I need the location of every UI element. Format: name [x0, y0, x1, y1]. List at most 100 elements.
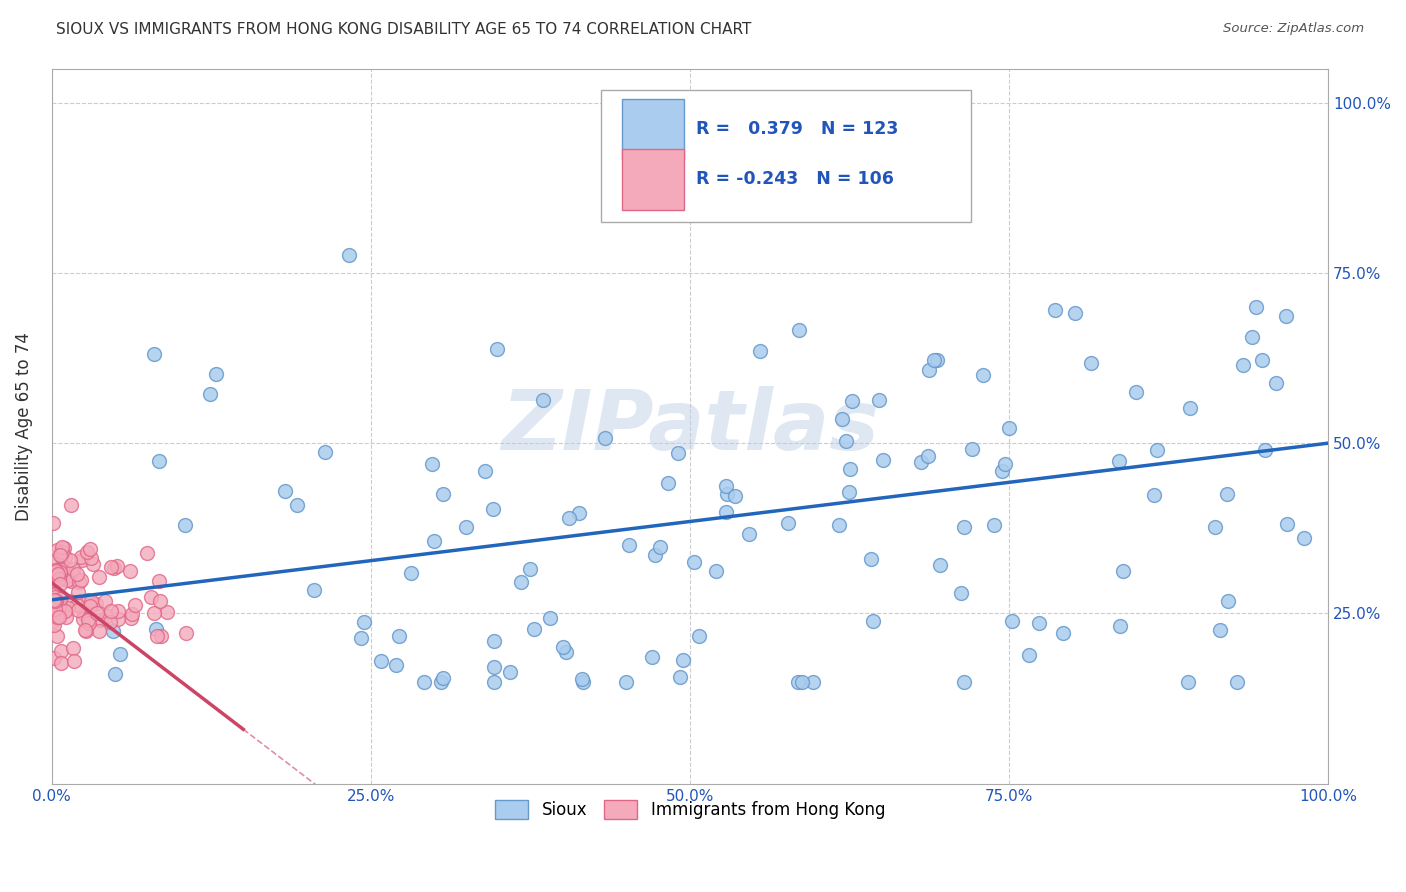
- Point: [872, 452, 894, 467]
- Point: [69, 573, 91, 587]
- Point: [838, 462, 860, 476]
- Point: [44, 590, 66, 604]
- Point: [557, 511, 579, 525]
- Point: [82, 558, 104, 572]
- Point: [614, 674, 637, 689]
- Point: [353, 615, 375, 630]
- Point: [72, 612, 94, 626]
- Point: [571, 674, 593, 689]
- Point: [44, 618, 66, 632]
- Point: [860, 552, 883, 566]
- Point: [787, 323, 810, 337]
- Point: [776, 516, 799, 530]
- Point: [474, 464, 496, 478]
- Point: [118, 564, 141, 578]
- Point: [828, 518, 851, 533]
- Point: [49, 565, 72, 579]
- Point: [801, 674, 824, 689]
- Point: [314, 445, 336, 459]
- Point: [1028, 616, 1050, 631]
- Point: [669, 670, 692, 684]
- Point: [124, 598, 146, 612]
- Point: [571, 673, 593, 687]
- Point: [135, 546, 157, 560]
- Point: [1112, 564, 1135, 578]
- Point: [688, 629, 710, 643]
- Point: [49, 577, 72, 591]
- Text: Source: ZipAtlas.com: Source: ZipAtlas.com: [1223, 22, 1364, 36]
- Point: [87, 570, 110, 584]
- Point: [98, 615, 121, 630]
- Point: [55, 566, 77, 581]
- Point: [1043, 302, 1066, 317]
- Point: [420, 458, 443, 472]
- Point: [52, 570, 75, 584]
- Point: [337, 248, 360, 262]
- Point: [76, 545, 98, 559]
- Point: [55, 610, 77, 624]
- Point: [79, 541, 101, 556]
- Point: [1146, 442, 1168, 457]
- Point: [51, 545, 73, 559]
- Point: [70, 553, 93, 567]
- Point: [672, 653, 695, 667]
- Point: [704, 564, 727, 578]
- Point: [716, 478, 738, 492]
- Point: [173, 517, 195, 532]
- Point: [46, 567, 69, 582]
- Point: [77, 613, 100, 627]
- Point: [1275, 516, 1298, 531]
- Point: [89, 624, 111, 638]
- Point: [45, 594, 67, 608]
- Text: SIOUX VS IMMIGRANTS FROM HONG KONG DISABILITY AGE 65 TO 74 CORRELATION CHART: SIOUX VS IMMIGRANTS FROM HONG KONG DISAB…: [56, 22, 752, 37]
- Point: [644, 548, 666, 562]
- Point: [149, 629, 172, 643]
- Point: [927, 352, 949, 367]
- Point: [994, 457, 1017, 471]
- Point: [100, 603, 122, 617]
- Point: [531, 392, 554, 407]
- Point: [77, 616, 100, 631]
- Point: [89, 613, 111, 627]
- Point: [45, 542, 67, 557]
- Point: [568, 507, 591, 521]
- Point: [66, 567, 89, 582]
- Point: [53, 541, 76, 555]
- Point: [42, 602, 65, 616]
- Point: [432, 486, 454, 500]
- FancyBboxPatch shape: [623, 99, 683, 160]
- Point: [983, 518, 1005, 533]
- Point: [922, 353, 945, 368]
- Point: [482, 674, 505, 689]
- Point: [285, 498, 308, 512]
- Point: [1250, 353, 1272, 368]
- Point: [58, 601, 80, 615]
- Point: [1109, 619, 1132, 633]
- Point: [350, 631, 373, 645]
- Point: [56, 574, 79, 588]
- Point: [538, 610, 561, 624]
- Point: [838, 485, 860, 500]
- Point: [86, 607, 108, 621]
- Point: [148, 454, 170, 468]
- Point: [1216, 593, 1239, 607]
- Point: [62, 641, 84, 656]
- Text: R = -0.243   N = 106: R = -0.243 N = 106: [696, 170, 894, 188]
- Point: [155, 605, 177, 619]
- Point: [80, 550, 103, 565]
- Point: [66, 585, 89, 599]
- Text: ZIPatlas: ZIPatlas: [501, 385, 879, 467]
- Point: [953, 520, 976, 534]
- Point: [737, 527, 759, 541]
- Point: [714, 505, 737, 519]
- Point: [174, 626, 197, 640]
- Point: [430, 674, 453, 689]
- Point: [53, 604, 76, 618]
- Point: [42, 549, 65, 564]
- Point: [1240, 329, 1263, 343]
- Point: [918, 363, 941, 377]
- Point: [49, 549, 72, 564]
- Point: [53, 549, 76, 564]
- Point: [1204, 520, 1226, 534]
- Point: [107, 612, 129, 626]
